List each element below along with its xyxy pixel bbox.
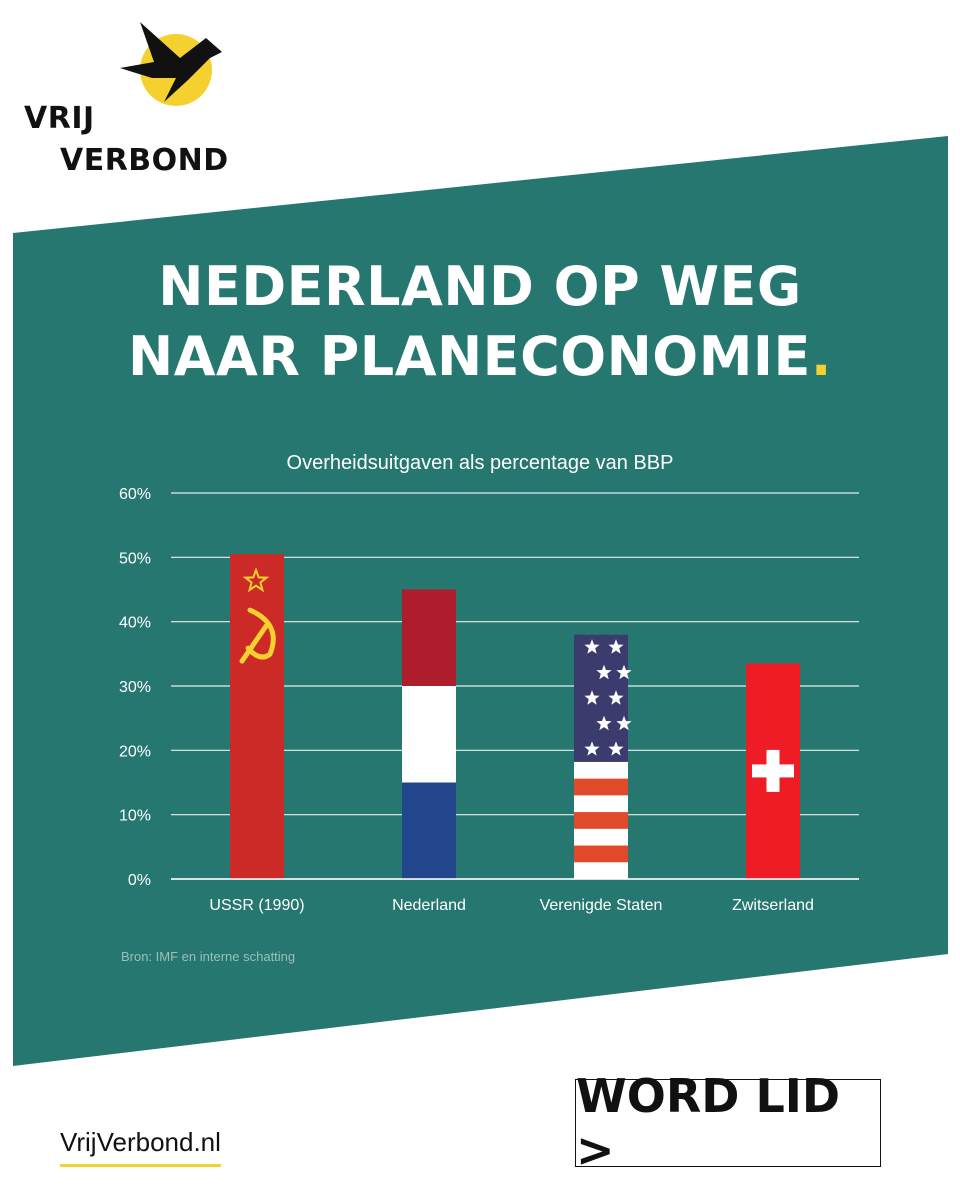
brand-name-line1: VRIJ [24,101,95,136]
bar [230,554,284,879]
headline-period: . [810,325,832,388]
us-star-icon [596,664,612,680]
swiss-cross-icon [752,764,794,778]
headline-line2: NAAR PLANECONOMIE. [0,322,960,392]
ussr-star-icon [242,567,270,593]
us-stripe [574,845,628,863]
y-tick-label: 10% [119,808,151,825]
us-star-icon [616,715,632,731]
us-star-icon [584,741,600,756]
brand-logo[interactable]: VRIJ VERBOND [18,18,228,188]
us-star-icon [584,639,600,654]
join-button[interactable]: WORD LID > [575,1069,881,1177]
brand-name-line2: VERBOND [60,143,229,178]
us-stripe [574,778,628,796]
page-headline: NEDERLAND OP WEG NAAR PLANECONOMIE. [0,252,960,392]
y-tick-label: 40% [119,615,151,632]
hammer-sickle-icon [239,607,276,664]
y-tick-label: 30% [119,679,151,696]
us-star-icon [608,639,624,654]
x-tick-label: Zwitserland [732,897,814,914]
us-star-icon [584,690,600,705]
us-star-icon [596,715,612,731]
bar [402,782,456,879]
x-tick-label: USSR (1990) [209,897,304,914]
bar [402,686,456,783]
us-star-icon [616,664,632,680]
y-tick-label: 50% [119,550,151,567]
headline-line2-text: NAAR PLANECONOMIE [128,325,811,388]
chart-title: Overheidsuitgaven als percentage van BBP [286,452,674,474]
us-star-icon [608,690,624,705]
y-tick-label: 60% [119,486,151,503]
headline-line1: NEDERLAND OP WEG [158,255,802,318]
source-note: Bron: IMF en interne schatting [121,949,296,964]
x-tick-label: Nederland [392,897,466,914]
y-tick-label: 0% [128,872,151,889]
bird-logo-icon [120,22,222,106]
website-link[interactable]: VrijVerbond.nl [60,1127,221,1167]
us-star-icon [608,741,624,756]
bar [402,589,456,686]
x-tick-label: Verenigde Staten [540,897,663,914]
y-tick-label: 20% [119,743,151,760]
us-stripe [574,812,628,829]
